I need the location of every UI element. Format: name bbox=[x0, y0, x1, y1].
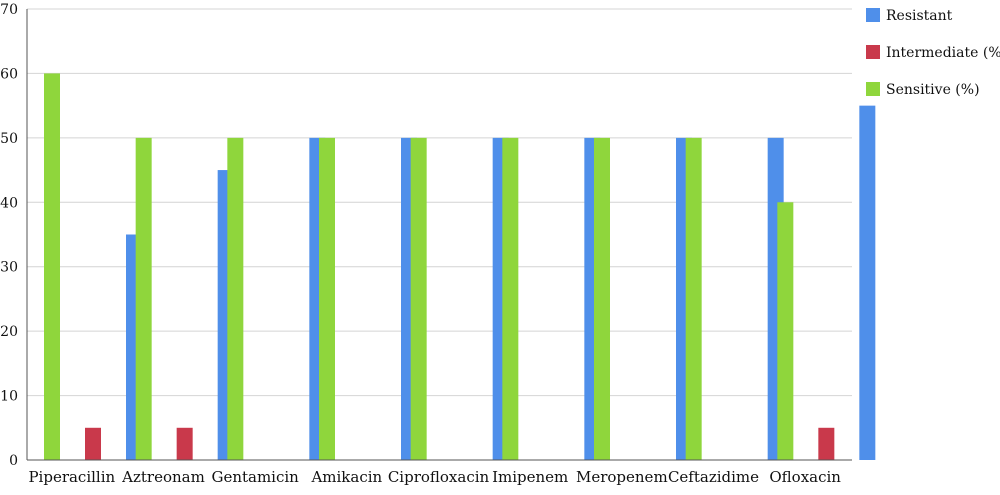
y-tick-label: 10 bbox=[0, 389, 18, 405]
legend: Resistant Intermediate (%) Sensitive (%) bbox=[866, 8, 1000, 98]
legend-swatch bbox=[866, 45, 880, 59]
y-tick-label: 60 bbox=[0, 66, 18, 82]
bars bbox=[44, 73, 876, 461]
x-tick-label: Ofloxacin bbox=[769, 468, 841, 486]
legend-label: Resistant bbox=[886, 8, 953, 24]
bar bbox=[176, 427, 193, 460]
legend-label: Sensitive (%) bbox=[886, 82, 980, 98]
grid-lines bbox=[27, 8, 852, 397]
x-tick-label: Ceftazidime bbox=[668, 468, 759, 486]
bar bbox=[227, 137, 244, 460]
x-tick-label: Ciprofloxacin bbox=[388, 468, 490, 486]
y-tick-label: 70 bbox=[0, 2, 18, 18]
bar bbox=[135, 137, 152, 460]
legend-label: Intermediate (%) bbox=[886, 45, 1000, 61]
y-tick-label: 30 bbox=[0, 260, 18, 276]
bar bbox=[818, 427, 835, 460]
bar bbox=[859, 105, 876, 461]
y-tick-label: 50 bbox=[0, 131, 18, 147]
x-axis-labels: Piperacillin Aztreonam Gentamicin Amikacin C… bbox=[28, 468, 841, 486]
x-tick-label: Piperacillin bbox=[28, 468, 115, 486]
bar bbox=[44, 73, 60, 460]
bar bbox=[777, 202, 794, 461]
x-tick-label: Aztreonam bbox=[121, 468, 205, 486]
bar bbox=[594, 137, 610, 460]
y-tick-label: 20 bbox=[0, 324, 18, 340]
x-tick-label: Amikacin bbox=[310, 468, 382, 486]
y-tick-label: 40 bbox=[0, 195, 18, 211]
x-tick-label: Imipenem bbox=[492, 468, 568, 486]
x-tick-label: Gentamicin bbox=[211, 468, 299, 486]
y-tick-label: 0 bbox=[9, 453, 18, 469]
y-axis-ticks: 0 10 20 30 40 50 60 70 bbox=[0, 2, 18, 469]
bar bbox=[85, 427, 101, 460]
x-tick-label: Meropenem bbox=[576, 468, 668, 486]
bar bbox=[319, 137, 335, 460]
bar bbox=[685, 137, 702, 460]
legend-swatch bbox=[866, 8, 880, 22]
bar bbox=[502, 137, 519, 460]
bar bbox=[410, 137, 427, 460]
legend-swatch bbox=[866, 82, 880, 96]
